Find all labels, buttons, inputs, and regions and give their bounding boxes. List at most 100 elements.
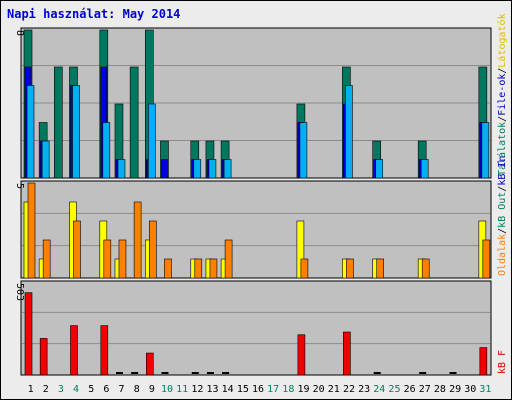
bar-hits (54, 66, 63, 179)
legend-entry: Találatok (496, 122, 508, 176)
legend-middle: Oldalak/kB Out/kB In (497, 156, 508, 276)
y-axis-max-label: 8 (14, 30, 25, 36)
x-tick-label: 10 (161, 384, 173, 395)
bar-kbytes (24, 292, 33, 376)
bar-kbytes (145, 352, 154, 376)
bar-sites (27, 182, 36, 279)
bar-sites (346, 258, 354, 279)
bar-kbytes (131, 372, 139, 374)
bar-pages (208, 159, 217, 179)
x-tick-label: 26 (404, 384, 416, 395)
bar-sites (42, 239, 51, 279)
legend-entry: kB F (497, 350, 508, 374)
x-tick-label: 15 (237, 384, 249, 395)
x-tick-label: 1 (28, 384, 34, 395)
x-tick-label: 21 (328, 384, 340, 395)
bar-kbytes (206, 372, 214, 374)
x-tick-label: 13 (206, 384, 218, 395)
bar-kbytes (419, 372, 427, 374)
x-tick-label: 20 (313, 384, 325, 395)
bar-kbytes (115, 372, 123, 374)
bar-kbytes (479, 347, 488, 376)
bar-kbytes (343, 331, 351, 376)
bar-sites (209, 258, 218, 279)
legend-separator: / (497, 228, 508, 234)
x-tick-label: 16 (252, 384, 264, 395)
x-tick-label: 19 (297, 384, 309, 395)
x-tick-label: 22 (343, 384, 355, 395)
legend-entry: kB In (497, 156, 508, 186)
bar-pages (72, 85, 80, 179)
bar-pages (41, 140, 50, 179)
bar-kbytes (39, 338, 48, 376)
x-tick-label: 27 (419, 384, 431, 395)
x-tick-label: 6 (103, 384, 109, 395)
x-tick-label: 11 (176, 384, 188, 395)
panel-bottom (20, 280, 492, 376)
x-tick-label: 25 (388, 384, 400, 395)
bar-kbytes (191, 372, 199, 374)
bar-pages (147, 103, 156, 179)
x-tick-label: 29 (449, 384, 461, 395)
bar-kbytes (70, 325, 78, 376)
legend-separator: / (497, 68, 508, 74)
x-tick-label: 31 (479, 384, 491, 395)
legend-separator: / (497, 116, 508, 122)
x-tick-label: 2 (43, 384, 49, 395)
x-tick-label: 30 (464, 384, 476, 395)
legend-entry: Oldalak (497, 234, 508, 276)
x-tick-label: 24 (373, 384, 385, 395)
bar-pages (193, 159, 202, 179)
bar-pages (420, 159, 429, 179)
bar-pages (117, 159, 126, 179)
bar-sites (133, 201, 142, 279)
bar-kbytes (161, 372, 169, 374)
legend-entry: File-ok (497, 74, 508, 116)
bar-kbytes (373, 372, 381, 374)
bar-sites (482, 239, 491, 279)
bar-kbytes (449, 372, 457, 374)
y-axis-max-label: 503 (14, 283, 25, 301)
bar-hits (129, 66, 139, 179)
bar-sites (300, 258, 309, 279)
bar-pages (481, 122, 490, 179)
bar-sites (118, 239, 127, 279)
bar-files (161, 159, 168, 179)
x-tick-label: 7 (119, 384, 125, 395)
bar-pages (345, 85, 353, 179)
x-tick-label: 5 (88, 384, 94, 395)
bar-pages (299, 122, 308, 179)
bar-pages (375, 159, 384, 179)
x-tick-label: 17 (267, 384, 279, 395)
x-tick-label: 8 (134, 384, 140, 395)
bar-pages (223, 159, 232, 179)
legend-entry: Látogatók (496, 13, 508, 67)
bar-kbytes (100, 325, 109, 376)
bar-sites (103, 239, 112, 279)
x-tick-label: 18 (282, 384, 294, 395)
bar-sites (421, 258, 430, 279)
legend-top: Találatok/File-ok/Látogatók (496, 13, 508, 176)
legend-entry: kB Out (497, 192, 508, 228)
bar-kbytes (297, 334, 306, 376)
x-tick-label: 23 (358, 384, 370, 395)
bar-sites (164, 258, 172, 279)
bar-pages (26, 85, 35, 179)
x-tick-label: 28 (434, 384, 446, 395)
bar-sites (148, 220, 157, 279)
legend-bottom: kB F (497, 350, 508, 374)
panel-middle (20, 180, 492, 279)
x-tick-label: 4 (73, 384, 79, 395)
bar-sites (376, 258, 385, 279)
bar-pages (102, 122, 111, 179)
x-tick-label: 9 (149, 384, 155, 395)
x-tick-label: 3 (58, 384, 64, 395)
x-tick-label: 14 (222, 384, 234, 395)
bar-sites (194, 258, 203, 279)
bar-sites (73, 220, 81, 279)
bar-visits (296, 220, 305, 279)
bar-kbytes (222, 372, 230, 374)
chart-title: Napi használat: May 2014 (7, 7, 181, 21)
bar-sites (224, 239, 233, 279)
